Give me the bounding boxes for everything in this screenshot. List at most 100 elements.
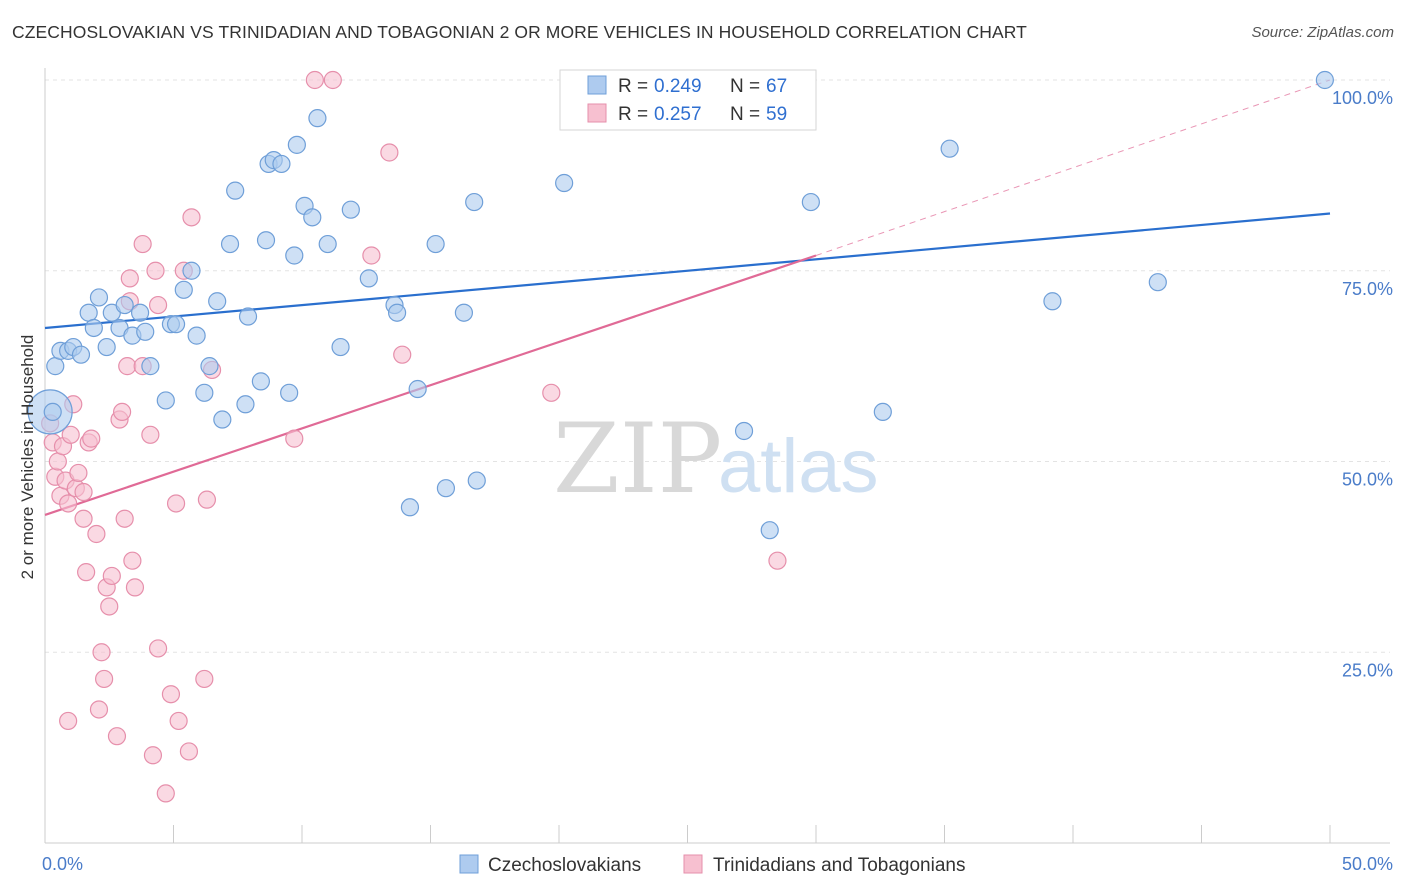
- czechoslovakians-point: [734, 421, 754, 441]
- trinidadians-point: [102, 566, 121, 586]
- trinidadians-point: [133, 234, 152, 254]
- czechoslovakians-point: [97, 337, 116, 357]
- legend-n-value-pink: 59: [766, 104, 787, 125]
- czechoslovakians-point: [426, 234, 445, 254]
- trinidadians-point: [362, 246, 381, 265]
- trinidadians-point: [77, 563, 96, 582]
- czechoslovakians-point: [1315, 70, 1334, 90]
- legend-n-value-blue: 67: [766, 76, 787, 97]
- czechoslovakians-point: [226, 181, 245, 200]
- trinidadians-point: [74, 482, 93, 502]
- trinidadians-point: [59, 711, 78, 731]
- trinidadians-point: [74, 509, 93, 528]
- legend-n-label-pink: N =: [730, 104, 760, 125]
- czechoslovakians-point: [156, 391, 175, 410]
- czechoslovakians-point: [200, 357, 219, 376]
- legend-swatch-pink: [587, 103, 607, 123]
- trinidadians-point: [92, 643, 111, 662]
- trinidadians-point: [118, 357, 137, 376]
- trinidadians-point: [182, 208, 201, 227]
- czechoslovakians-point: [760, 521, 779, 540]
- trinidadians-point: [107, 727, 127, 746]
- czechoslovakians-point: [256, 231, 276, 250]
- trinidadians-point: [95, 669, 114, 689]
- czechoslovakians-point: [71, 345, 91, 364]
- data-points: [27, 70, 1334, 803]
- trinidadians-point: [380, 143, 399, 162]
- trinidadians-point: [89, 700, 109, 719]
- trend-line-trinidadians: [44, 254, 817, 516]
- czechoslovakians-point: [136, 322, 155, 341]
- czechoslovakians-point: [359, 269, 378, 288]
- trinidadians-point: [112, 402, 132, 422]
- trinidadians-point: [120, 269, 139, 288]
- czechoslovakians-point: [79, 303, 98, 322]
- czechoslovakians-point: [238, 307, 258, 326]
- y-tick-label: 100.0%: [1332, 88, 1393, 108]
- czechoslovakians-point: [331, 337, 350, 357]
- trinidadians-point: [393, 345, 412, 364]
- czechoslovakians-point: [1043, 292, 1062, 311]
- series-legend-label-pink: Trinidadians and Tobagonians: [713, 855, 965, 876]
- czechoslovakians-point: [43, 402, 62, 422]
- czechoslovakians-point: [195, 383, 214, 402]
- czechoslovakians-point: [208, 292, 227, 311]
- czechoslovakians-point: [801, 192, 820, 212]
- x-tick-label: 50.0%: [1342, 854, 1393, 874]
- trinidadians-point: [148, 295, 168, 315]
- axes: [44, 68, 1390, 844]
- czechoslovakians-point: [213, 410, 232, 429]
- czechoslovakians-point: [873, 402, 892, 422]
- czechoslovakians-point: [141, 357, 160, 376]
- trinidadians-point: [542, 383, 561, 402]
- trinidadians-point: [143, 746, 163, 765]
- trinidadians-point: [100, 597, 119, 616]
- czechoslovakians-point: [465, 192, 484, 212]
- czechoslovakians-point: [287, 135, 306, 154]
- y-tick-label: 50.0%: [1342, 470, 1393, 490]
- stats-legend: R = 0.249 N = 67 R = 0.257 N = 59: [559, 69, 817, 131]
- trinidadians-point: [156, 784, 175, 803]
- trend-lines: [44, 79, 1331, 516]
- czechoslovakians-point: [130, 303, 150, 322]
- trinidadians-point: [305, 70, 324, 90]
- trinidadians-point: [87, 524, 106, 544]
- trinidadians-point: [61, 425, 80, 444]
- czechoslovakians-point: [303, 208, 322, 227]
- trinidadians-point: [197, 490, 217, 509]
- trinidadians-point: [115, 509, 134, 528]
- legend-r-label-pink: R =: [618, 104, 648, 125]
- czechoslovakians-point: [187, 326, 206, 345]
- czechoslovakians-point: [272, 154, 291, 174]
- trinidadians-point: [82, 429, 101, 448]
- trinidadians-point: [146, 261, 165, 280]
- trinidadians-point: [323, 70, 342, 90]
- series-legend-swatch-pink: [683, 854, 703, 874]
- czechoslovakians-point: [467, 471, 486, 490]
- watermark: ZIP atlas: [553, 403, 879, 515]
- tick-labels: 25.0% 50.0% 75.0% 100.0% 0.0% 50.0%: [42, 88, 1393, 874]
- x-tick-label: 0.0%: [42, 854, 83, 874]
- czechoslovakians-point: [174, 280, 193, 299]
- czechoslovakians-point: [341, 200, 360, 219]
- trinidadians-point: [166, 494, 186, 513]
- trinidadians-point: [69, 463, 88, 483]
- trinidadians-point: [125, 578, 145, 597]
- trinidadians-point: [768, 551, 787, 570]
- y-tick-label: 25.0%: [1342, 660, 1393, 680]
- trinidadians-point: [169, 711, 188, 731]
- trinidadians-point: [141, 425, 160, 444]
- czechoslovakians-point: [251, 372, 270, 391]
- legend-n-label-blue: N =: [730, 76, 760, 97]
- series-legend-label-blue: Czechoslovakians: [488, 855, 641, 876]
- czechoslovakians-point: [318, 234, 337, 254]
- czechoslovakians-point: [1148, 273, 1167, 292]
- czechoslovakians-point: [454, 303, 474, 322]
- series-legend: Czechoslovakians Trinidadians and Tobago…: [459, 854, 965, 876]
- czechoslovakians-point: [940, 139, 959, 158]
- czechoslovakians-point: [285, 246, 304, 265]
- czechoslovakians-point: [236, 395, 255, 414]
- czechoslovakians-point: [280, 383, 299, 402]
- czechoslovakians-point: [115, 295, 134, 315]
